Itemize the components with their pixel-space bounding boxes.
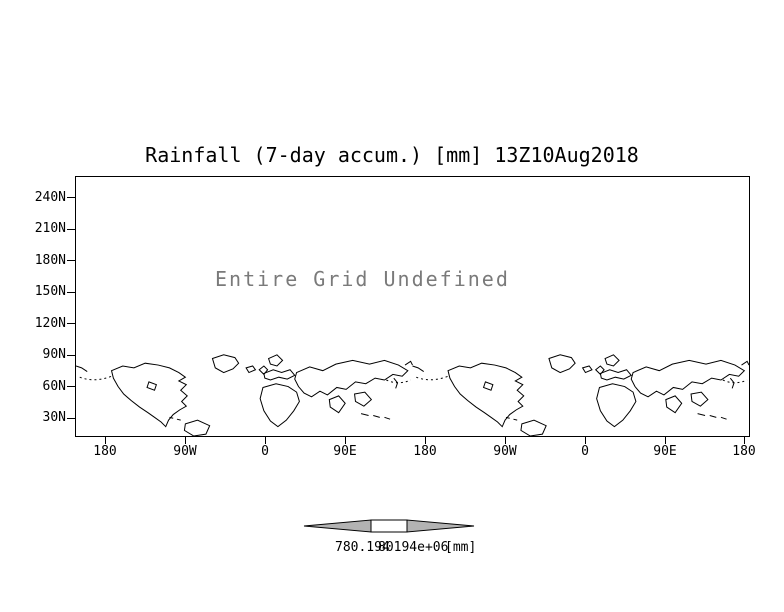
y-axis-label: 30N	[42, 410, 66, 425]
colorbar	[303, 519, 475, 533]
y-axis-label: 90N	[42, 347, 66, 362]
x-tick	[105, 437, 106, 444]
y-axis-label: 180N	[34, 253, 66, 268]
y-tick	[67, 260, 75, 261]
colorbar-label-left: 780.194	[335, 540, 390, 555]
y-axis-label: 60N	[42, 379, 66, 394]
plot-frame	[75, 176, 750, 437]
world-coastlines-map	[76, 354, 749, 436]
x-tick	[585, 437, 586, 444]
x-axis-label: 90E	[333, 444, 357, 459]
x-tick	[505, 437, 506, 444]
x-axis-label: 0	[581, 444, 589, 459]
x-axis-label: 180	[732, 444, 756, 459]
x-tick	[265, 437, 266, 444]
x-tick	[345, 437, 346, 444]
x-axis-label: 90W	[173, 444, 197, 459]
y-tick	[67, 323, 75, 324]
x-axis-label: 90W	[493, 444, 517, 459]
y-tick	[67, 292, 75, 293]
colorbar-right-arrow	[406, 519, 475, 533]
colorbar-left-arrow	[303, 519, 372, 533]
y-tick	[67, 386, 75, 387]
y-tick	[67, 418, 75, 419]
x-tick	[744, 437, 745, 444]
x-axis-label: 180	[93, 444, 117, 459]
x-tick	[185, 437, 186, 444]
x-tick	[665, 437, 666, 444]
colorbar-units-label: [mm]	[445, 540, 477, 555]
y-axis-label: 120N	[34, 316, 66, 331]
y-axis-label: 150N	[34, 284, 66, 299]
y-tick	[67, 355, 75, 356]
y-tick	[67, 229, 75, 230]
colorbar-label-right: 80194e+06	[378, 540, 449, 555]
x-tick	[425, 437, 426, 444]
y-axis-label: 240N	[34, 190, 66, 205]
colorbar-segment	[370, 519, 408, 533]
x-axis-label: 90E	[653, 444, 677, 459]
x-axis-label: 180	[413, 444, 437, 459]
overlay-message: Entire Grid Undefined	[215, 267, 510, 291]
x-axis-label: 0	[261, 444, 269, 459]
plot-title: Rainfall (7-day accum.) [mm] 13Z10Aug201…	[145, 143, 639, 167]
y-axis-label: 210N	[34, 221, 66, 236]
y-tick	[67, 197, 75, 198]
